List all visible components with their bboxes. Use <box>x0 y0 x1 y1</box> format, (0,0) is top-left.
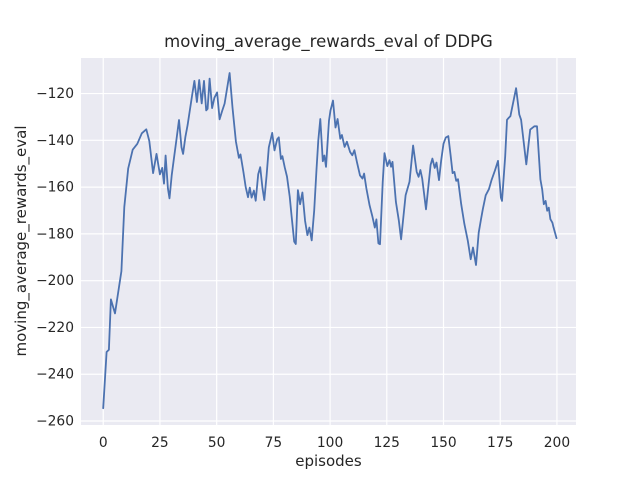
x-tick-label: 0 <box>99 435 108 451</box>
y-tick-labels: −120 −140 −160 −180 −200 −220 −240 −260 <box>36 86 74 429</box>
chart-title: moving_average_rewards_eval of DDPG <box>164 32 493 52</box>
y-tick-label: −140 <box>36 133 74 149</box>
y-axis-label: moving_average_rewards_eval <box>12 126 31 357</box>
x-tick-label: 75 <box>265 435 283 451</box>
y-tick-label: −240 <box>36 367 74 383</box>
x-tick-label: 125 <box>374 435 400 451</box>
x-tick-label: 175 <box>487 435 513 451</box>
y-tick-label: −200 <box>36 273 74 289</box>
x-tick-labels: 0 25 50 75 100 125 150 175 200 <box>99 435 570 451</box>
y-tick-label: −180 <box>36 226 74 242</box>
plot-area <box>81 58 576 425</box>
y-tick-label: −220 <box>36 320 74 336</box>
y-tick-label: −160 <box>36 180 74 196</box>
reward-line <box>102 72 558 410</box>
x-tick-label: 150 <box>430 435 456 451</box>
y-tick-label: −260 <box>36 414 74 430</box>
x-axis-label: episodes <box>295 452 362 470</box>
y-tick-label: −120 <box>36 86 74 102</box>
x-tick-label: 25 <box>151 435 169 451</box>
x-tick-label: 100 <box>317 435 343 451</box>
x-tick-label: 200 <box>544 435 570 451</box>
x-tick-label: 50 <box>208 435 226 451</box>
